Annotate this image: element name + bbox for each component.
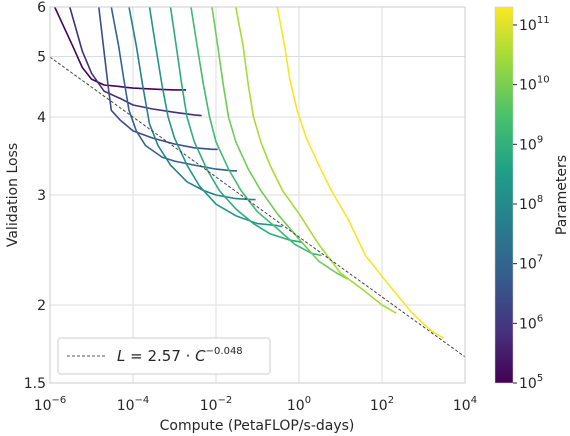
x-tick-label: 102 xyxy=(370,395,394,414)
colorbar-tick-label: 106 xyxy=(519,313,543,332)
fit-line xyxy=(50,56,465,358)
x-tick-label: 10−4 xyxy=(117,395,150,414)
training-curve xyxy=(128,7,256,201)
legend-exp: −0.048 xyxy=(206,346,243,357)
colorbar-tick-label: 107 xyxy=(519,254,543,273)
colorbar-gradient xyxy=(494,6,514,384)
x-tick-label: 104 xyxy=(453,395,477,414)
x-axis-label: Compute (PetaFLOP/s-days) xyxy=(160,418,355,434)
training-curve xyxy=(235,7,397,314)
colorbar-tick-labels: 105 106 107 108 109 1010 1011 xyxy=(513,15,550,392)
y-tick-label: 1.5 xyxy=(24,376,46,392)
colorbar-tick-label: 109 xyxy=(519,134,543,153)
colorbar-tick-label: 105 xyxy=(519,373,543,392)
colorbar-tick-label: 1010 xyxy=(519,75,550,94)
x-tick-label: 10−2 xyxy=(200,395,233,414)
training-curve xyxy=(98,7,218,151)
colorbar: 105 106 107 108 109 1010 1011 Parameters xyxy=(494,6,570,392)
y-tick-labels: 1.5 2 3 4 5 6 xyxy=(24,0,46,392)
colorbar-label: Parameters xyxy=(554,155,570,235)
training-curves xyxy=(53,7,444,339)
training-curve xyxy=(69,7,202,117)
legend-base: C xyxy=(195,347,206,365)
x-tick-label: 10−6 xyxy=(34,395,67,414)
y-tick-label: 2 xyxy=(37,298,46,314)
legend-eq: = 2.57 · xyxy=(125,347,195,365)
training-curve xyxy=(148,7,283,228)
legend-lhs: L xyxy=(117,347,125,365)
y-tick-label: 4 xyxy=(37,110,46,126)
power-law-fit xyxy=(50,56,465,358)
colorbar-tick-label: 1011 xyxy=(519,15,550,34)
legend-box xyxy=(57,337,271,375)
training-curve xyxy=(53,7,187,91)
training-curve xyxy=(110,7,237,172)
y-tick-label: 3 xyxy=(37,188,46,204)
training-curve xyxy=(190,7,322,257)
grid-lines xyxy=(49,6,466,384)
y-tick-label: 6 xyxy=(37,0,46,16)
training-curve xyxy=(276,7,444,339)
x-tick-labels: 10−6 10−4 10−2 100 102 104 xyxy=(34,395,477,414)
fit-legend: L = 2.57 · C−0.048 xyxy=(57,337,271,375)
y-axis-label: Validation Loss xyxy=(5,143,21,247)
y-tick-label: 5 xyxy=(37,49,46,65)
legend-label: L = 2.57 · C−0.048 xyxy=(117,346,243,365)
plot-frame xyxy=(49,6,466,384)
training-curve xyxy=(211,7,349,280)
x-tick-label: 100 xyxy=(287,395,311,414)
training-curve xyxy=(169,7,303,244)
colorbar-tick-label: 108 xyxy=(519,194,543,213)
